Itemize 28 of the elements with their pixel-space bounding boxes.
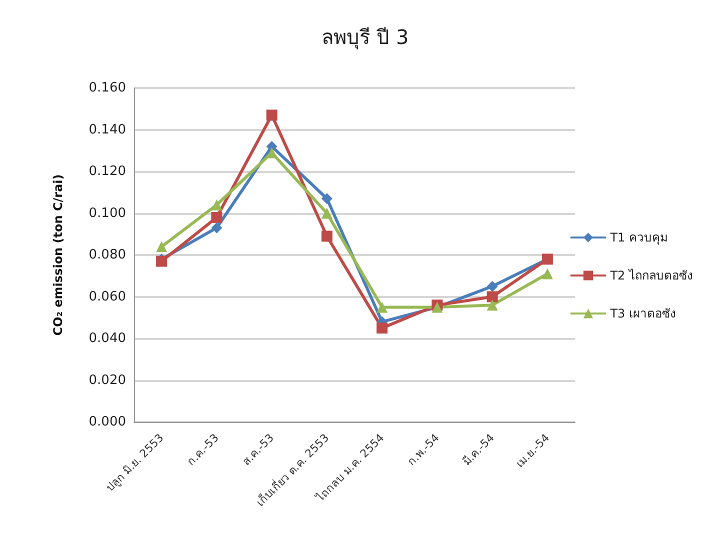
point (321, 230, 332, 242)
point (486, 291, 498, 302)
y-tick-label: 0.120 (88, 164, 126, 179)
point (266, 110, 278, 121)
y-tick-label: 0.140 (88, 122, 126, 138)
point (486, 280, 498, 292)
point (542, 268, 553, 280)
legend-label: T3 เผาตอซัง (609, 306, 676, 320)
point (156, 241, 168, 252)
legend-label: T1 ควบคุม (609, 230, 668, 246)
chart-title: ลพบุรี ปี 3 (321, 25, 409, 50)
y-axis-title: CO₂ emission (ton C/rai) (51, 174, 65, 336)
y-tick-label: 0.060 (88, 289, 126, 304)
point (321, 193, 332, 204)
point (486, 300, 498, 311)
point (211, 199, 222, 210)
point (376, 302, 388, 313)
legend-label: T2 ไถกลบตอซัง (609, 268, 693, 282)
point (376, 322, 388, 334)
y-tick-label: 0.100 (88, 206, 126, 221)
y-tick-label: 0.080 (88, 248, 126, 262)
y-tick-label: 0.020 (88, 372, 126, 388)
point (211, 212, 222, 223)
y-tick-label: 0.000 (88, 414, 126, 430)
point (321, 208, 332, 219)
y-tick-label: 0.040 (88, 331, 126, 346)
point (211, 222, 222, 234)
y-tick-label: 0.160 (88, 80, 126, 96)
